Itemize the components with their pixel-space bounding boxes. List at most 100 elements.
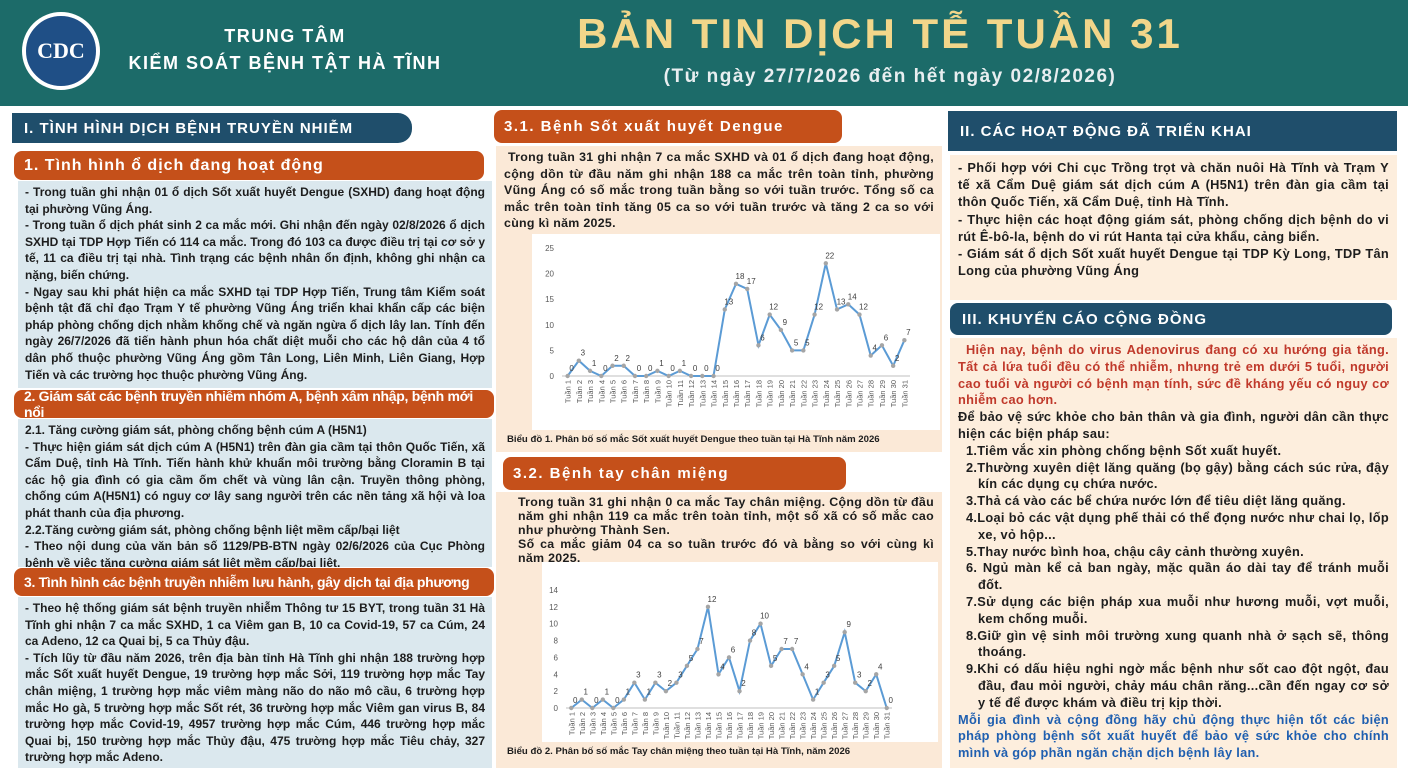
x-tick-label: Tuần 25 <box>820 712 829 739</box>
data-point <box>879 343 885 348</box>
data-point <box>677 368 683 374</box>
y-tick-label: 0 <box>554 704 559 713</box>
data-point <box>821 680 826 685</box>
x-tick-label: Tuần 9 <box>653 380 662 403</box>
data-point <box>695 646 700 652</box>
data-label: 2 <box>668 679 673 688</box>
x-tick-label: Tuần 29 <box>878 380 887 407</box>
data-point <box>756 343 761 348</box>
list-item: 3.Thả cá vào các bể chứa nước lớn để tiê… <box>966 493 1346 509</box>
data-point <box>684 663 690 669</box>
data-point <box>810 697 816 702</box>
data-point <box>890 363 896 368</box>
paragraph: Hiện nay, bệnh do virus Adenovirus đang … <box>958 342 1389 408</box>
paragraph: Trong tuần 31 ghi nhận 7 ca mắc SXHD và … <box>504 150 934 230</box>
data-label: 5 <box>805 338 810 347</box>
text-box: Hiện nay, bệnh do virus Adenovirus đang … <box>950 338 1397 768</box>
data-label: 7 <box>699 637 704 646</box>
data-point <box>733 281 739 287</box>
subsection-heading: 3.1. Bệnh Sốt xuất huyết Dengue <box>494 110 842 143</box>
data-point <box>779 646 784 652</box>
data-point <box>857 312 862 317</box>
data-point <box>800 672 805 677</box>
data-label: 9 <box>846 620 851 629</box>
data-label: 10 <box>760 612 769 621</box>
section-heading: II. CÁC HOẠT ĐỘNG ĐÃ TRIỂN KHAI <box>948 111 1397 151</box>
y-tick-label: 10 <box>545 321 554 330</box>
y-tick-label: 12 <box>549 603 558 612</box>
x-tick-label: Tuần 13 <box>693 712 702 739</box>
org-line: KIỂM SOÁT BỆNH TẬT HÀ TĨNH <box>128 53 442 73</box>
data-label: 0 <box>715 364 720 373</box>
x-tick-label: Tuần 29 <box>862 712 871 739</box>
data-label: 3 <box>657 671 662 680</box>
y-tick-label: 0 <box>550 372 555 381</box>
data-point <box>902 337 907 343</box>
list-item: 6. Ngủ màn kể cả ban ngày, mặc quần áo d… <box>966 560 1389 593</box>
data-label: 1 <box>584 688 589 697</box>
data-point <box>663 688 669 694</box>
paragraph: 2.2.Tăng cường giám sát, phòng chống bện… <box>25 522 400 537</box>
data-point <box>587 368 593 374</box>
data-point <box>599 373 604 379</box>
chart-caption: Biểu đồ 2. Phân bố số mắc Tay chân miệng… <box>507 746 851 757</box>
data-label: 1 <box>626 688 631 697</box>
subsection-heading: 3. Tình hình các bệnh truyền nhiễm lưu h… <box>14 568 494 596</box>
data-label: 17 <box>747 277 756 286</box>
data-label: 18 <box>736 272 745 281</box>
x-tick-label: Tuần 6 <box>620 712 629 735</box>
data-point <box>884 705 889 711</box>
x-tick-label: Tuần 1 <box>567 712 576 735</box>
x-tick-label: Tuần 28 <box>867 380 876 407</box>
y-tick-label: 5 <box>550 346 555 355</box>
data-label: 7 <box>794 637 799 646</box>
x-tick-label: Tuần 23 <box>799 712 808 739</box>
text-box: 2.1. Tăng cường giám sát, phòng chống bệ… <box>18 419 492 567</box>
data-label: 2 <box>895 354 900 363</box>
x-tick-label: Tuần 11 <box>672 712 681 739</box>
data-point <box>579 697 584 702</box>
paragraph: - Trong tuần ổ dịch phát sinh 2 ca mắc m… <box>25 218 485 282</box>
x-tick-label: Tuần 5 <box>609 380 618 403</box>
x-tick-label: Tuần 22 <box>788 712 797 739</box>
data-point <box>705 604 711 610</box>
list-item: 2.Thường xuyên diệt lăng quăng (bọ gậy) … <box>966 459 1389 492</box>
data-label: 0 <box>594 696 599 705</box>
data-label: 7 <box>906 328 911 337</box>
x-tick-label: Tuần 5 <box>609 712 618 735</box>
data-label: 5 <box>836 654 841 663</box>
data-point <box>747 638 753 643</box>
list-item: - Phối hợp với Chi cục Trồng trọt và chă… <box>958 160 1389 210</box>
subsection-heading: 1. Tình hình ổ dịch đang hoạt động <box>14 151 484 180</box>
data-label: 5 <box>773 654 778 663</box>
data-label: 1 <box>815 688 820 697</box>
data-label: 0 <box>889 696 894 705</box>
data-label: 12 <box>708 595 717 604</box>
data-point <box>700 373 705 379</box>
data-point <box>674 680 679 685</box>
x-tick-label: Tuần 19 <box>757 712 766 739</box>
data-label: 22 <box>825 251 834 260</box>
x-tick-label: Tuần 19 <box>766 380 775 407</box>
x-tick-label: Tuần 24 <box>822 380 831 407</box>
data-label: 0 <box>670 364 675 373</box>
y-tick-label: 25 <box>545 244 554 253</box>
data-point <box>758 621 763 626</box>
data-label: 2 <box>741 679 746 688</box>
list-item: 1.Tiêm vắc xin phòng chống bệnh Sốt xuất… <box>966 442 1282 458</box>
data-point <box>711 373 716 379</box>
list-item: 4.Loại bỏ các vật dụng phế thải có thể đ… <box>966 509 1389 542</box>
x-tick-label: Tuần 25 <box>833 380 842 407</box>
x-tick-label: Tuần 7 <box>630 712 639 735</box>
x-tick-label: Tuần 8 <box>641 712 650 735</box>
data-label: 12 <box>814 303 823 312</box>
x-tick-label: Tuần 8 <box>642 380 651 403</box>
x-tick-label: Tuần 16 <box>725 712 734 739</box>
y-tick-label: 10 <box>549 620 558 629</box>
x-tick-label: Tuần 15 <box>714 712 723 739</box>
x-tick-label: Tuần 30 <box>889 380 898 407</box>
x-tick-label: Tuần 17 <box>736 712 745 739</box>
y-tick-label: 6 <box>554 653 559 662</box>
org-line: TRUNG TÂM <box>224 26 346 46</box>
